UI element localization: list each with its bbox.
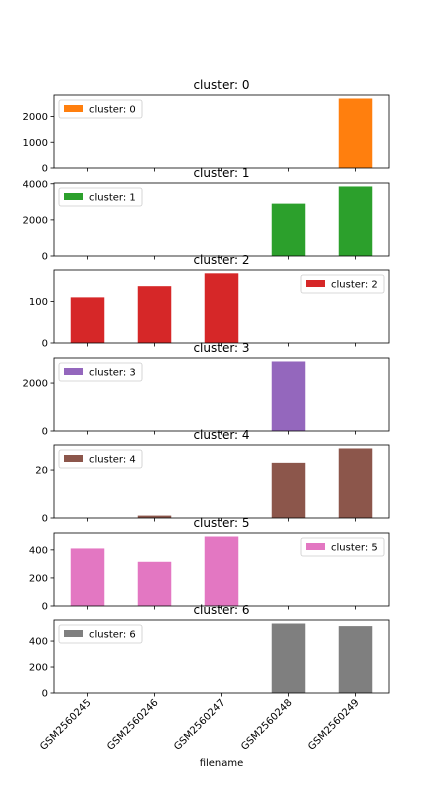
legend: cluster: 4 [58, 449, 143, 469]
subplot-title: cluster: 6 [193, 603, 249, 617]
y-tick-label: 0 [42, 339, 48, 350]
subplot-title: cluster: 3 [193, 341, 249, 355]
legend-label: cluster: 4 [89, 455, 136, 466]
y-tick-label: 0 [42, 514, 48, 525]
y-tick-label: 2000 [23, 112, 48, 123]
subplot-title: cluster: 2 [193, 253, 249, 267]
y-tick-label: 0 [42, 252, 48, 263]
legend-label: cluster: 0 [89, 105, 136, 116]
legend: cluster: 1 [58, 187, 143, 207]
legend-swatch [64, 630, 83, 637]
x-tick-label: GSM2560246 [105, 697, 160, 752]
legend-swatch [64, 455, 83, 462]
y-tick-label: 0 [42, 689, 48, 700]
y-tick-label: 200 [29, 663, 48, 674]
legend-swatch [64, 368, 83, 375]
x-tick-label: GSM2560249 [306, 697, 361, 752]
x-tick-label: GSM2560247 [172, 697, 227, 752]
legend-box [58, 99, 143, 119]
bar-2-GSM2560246 [137, 286, 172, 343]
legend-box [58, 624, 143, 644]
bar-1-GSM2560249 [338, 186, 373, 256]
x-tick-label: GSM2560245 [38, 697, 93, 752]
subplot-cluster-4: 0 20 cluster: 4 cluster: 4 [35, 428, 390, 525]
bar-5-GSM2560247 [204, 536, 239, 606]
legend: cluster: 5 [300, 537, 385, 557]
x-tick-label: GSM2560248 [239, 697, 294, 752]
legend-box [300, 274, 385, 294]
subplot-cluster-3: 0 2000 cluster: 3 cluster: 3 [23, 341, 390, 438]
legend-label: cluster: 6 [89, 630, 136, 641]
bar-1-GSM2560248 [271, 203, 306, 256]
y-tick-label: 20 [35, 466, 48, 477]
y-tick-label: 1000 [23, 138, 48, 149]
y-tick-label: 0 [42, 427, 48, 438]
legend-box [58, 449, 143, 469]
bar-2-GSM2560245 [70, 297, 105, 344]
y-tick-label: 200 [29, 573, 48, 584]
bar-4-GSM2560249 [338, 448, 373, 518]
legend: cluster: 2 [300, 274, 385, 294]
subplot-title: cluster: 1 [193, 166, 249, 180]
legend: cluster: 0 [58, 99, 143, 119]
y-tick-label: 0 [42, 602, 48, 613]
legend-label: cluster: 1 [89, 193, 136, 204]
bar-4-GSM2560246 [137, 515, 172, 518]
subplot-cluster-5: 0 200 400 cluster: 5 cluster: 5 [29, 516, 390, 613]
bar-5-GSM2560245 [70, 548, 105, 606]
y-tick-label: 4000 [23, 179, 48, 190]
y-tick-label: 2000 [23, 215, 48, 226]
legend-swatch [306, 543, 325, 550]
bar-2-GSM2560247 [204, 273, 239, 343]
legend-swatch [306, 280, 325, 287]
legend-label: cluster: 5 [331, 543, 378, 554]
legend-swatch [64, 105, 83, 112]
legend: cluster: 6 [58, 624, 143, 644]
bar-6-GSM2560248 [271, 623, 306, 693]
y-tick-label: 400 [29, 545, 48, 556]
bar-5-GSM2560246 [137, 561, 172, 606]
subplot-cluster-1: 0 2000 4000 cluster: 1 cluster: 1 [23, 166, 390, 263]
bar-3-GSM2560248 [271, 361, 306, 431]
subplot-title: cluster: 0 [193, 78, 249, 92]
subplot-title: cluster: 4 [193, 428, 249, 442]
legend-swatch [64, 193, 83, 200]
y-tick-label: 400 [29, 637, 48, 648]
legend-box [58, 362, 143, 382]
subplot-cluster-2: 0 100 cluster: 2 cluster: 2 [29, 253, 390, 350]
legend-label: cluster: 3 [89, 368, 136, 379]
legend-box [300, 537, 385, 557]
legend-box [58, 187, 143, 207]
bar-0-GSM2560249 [338, 98, 373, 168]
y-tick-label: 2000 [23, 379, 48, 390]
x-axis-label: filename [200, 758, 244, 769]
y-tick-label: 0 [42, 164, 48, 175]
legend-label: cluster: 2 [331, 280, 378, 291]
bar-4-GSM2560248 [271, 462, 306, 518]
subplot-title: cluster: 5 [193, 516, 249, 530]
subplot-cluster-0: 0 1000 2000 cluster: 0 cluster: 0 [23, 78, 390, 175]
bar-6-GSM2560249 [338, 626, 373, 693]
legend: cluster: 3 [58, 362, 143, 382]
y-tick-label: 100 [29, 297, 48, 308]
